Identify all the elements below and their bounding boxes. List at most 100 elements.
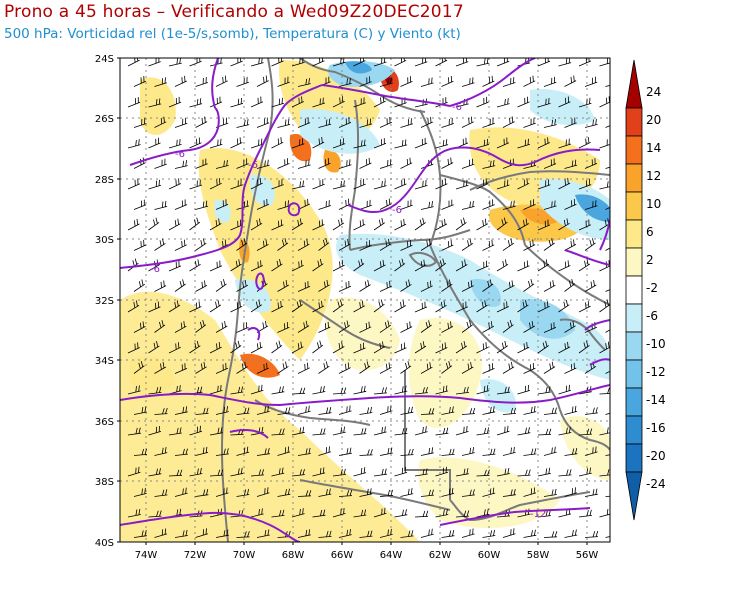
wind-barb	[215, 279, 227, 292]
wind-barb	[455, 217, 467, 231]
wind-barb	[558, 299, 570, 313]
wind-barb	[558, 96, 571, 108]
wind-barb	[441, 239, 454, 251]
wind-barb	[461, 116, 474, 128]
wind-barb	[133, 199, 147, 210]
wind-barb	[318, 446, 332, 456]
wind-barb	[353, 219, 366, 231]
wind-barb	[517, 384, 531, 395]
wind-barb	[441, 75, 454, 87]
wind-barb	[230, 386, 244, 395]
wind-barb	[250, 508, 264, 518]
wind-barb	[332, 218, 345, 231]
wind-barb	[578, 428, 593, 436]
lon-axis	[145, 542, 588, 545]
colorbar-label: 12	[646, 169, 661, 183]
wind-barb	[578, 179, 592, 190]
wind-barb	[394, 139, 408, 149]
wind-barb	[236, 488, 250, 497]
wind-barb	[379, 447, 393, 456]
wind-barb	[318, 157, 331, 169]
wind-barb	[271, 137, 284, 149]
wind-barb	[195, 528, 209, 538]
wind-barb	[277, 488, 291, 497]
wind-barb	[312, 340, 324, 354]
colorbar-segment	[625, 59, 643, 109]
wind-barb	[277, 321, 290, 333]
wind-barb	[482, 239, 495, 251]
wind-barb	[338, 405, 352, 415]
wind-barb	[394, 466, 408, 477]
wind-barb	[461, 77, 475, 87]
wind-barb	[359, 321, 372, 333]
lon-tick-label: 70W	[233, 550, 256, 561]
wind-barb	[523, 529, 537, 538]
wind-barb	[400, 279, 412, 292]
wind-barb	[476, 260, 489, 272]
wind-barb	[271, 467, 285, 477]
wind-barb	[461, 320, 473, 333]
wind-barb	[373, 468, 387, 477]
wind-barb	[195, 238, 207, 251]
wind-barb	[359, 118, 373, 128]
wind-barb	[359, 157, 372, 169]
wind-barb	[291, 468, 305, 477]
wind-barb	[537, 428, 552, 436]
wind-barb	[332, 259, 345, 272]
wind-barb	[599, 299, 610, 313]
wind-barb	[318, 200, 332, 210]
wind-barb	[195, 489, 209, 497]
wind-barb	[502, 361, 515, 374]
wind-barb	[332, 426, 346, 436]
wind-barb	[168, 218, 181, 231]
wind-barb	[353, 427, 367, 436]
wind-barb	[578, 509, 592, 518]
wind-barb	[605, 536, 610, 538]
wind-barb	[564, 448, 578, 456]
wind-barb	[482, 363, 495, 374]
wind-barb	[148, 137, 161, 149]
wind-barb	[517, 96, 530, 108]
wind-barb	[291, 426, 305, 436]
wind-barb	[189, 467, 203, 477]
wind-barb	[543, 407, 557, 415]
wind-barb	[353, 178, 366, 190]
wind-barb	[291, 299, 303, 313]
wind-barb	[558, 341, 571, 354]
wind-barb	[605, 166, 610, 169]
wind-barb	[455, 468, 469, 477]
wind-barb	[517, 341, 530, 354]
wind-barb	[394, 218, 407, 231]
wind-barb	[476, 58, 490, 67]
wind-barb	[359, 199, 372, 210]
colorbar-label: 24	[646, 85, 661, 99]
lon-tick-label: 58W	[527, 550, 550, 561]
wind-barb	[523, 239, 536, 251]
wind-barb	[148, 98, 162, 108]
wind-barb	[312, 258, 324, 272]
wind-barb	[359, 406, 373, 415]
wind-barb	[297, 362, 310, 374]
wind-barb	[174, 279, 186, 292]
colorbar: 24 20 14 12 10 6 2 -2 -6 -10 -12 -14 -16 -20 -24	[625, 59, 666, 521]
lon-tick-label: 66W	[331, 550, 354, 561]
wind-barb	[543, 76, 557, 87]
wind-barb	[441, 448, 455, 456]
wind-barb	[174, 117, 188, 128]
wind-barb	[127, 97, 141, 108]
wind-barb	[189, 301, 202, 313]
wind-barb	[230, 467, 244, 477]
wind-barb	[523, 321, 535, 333]
wind-barb	[332, 387, 347, 395]
wind-barb	[359, 76, 372, 87]
contour-label: -12	[530, 509, 546, 520]
wind-barb	[537, 386, 551, 395]
lat-tick-label: 30S	[95, 235, 114, 246]
wind-barb	[373, 217, 386, 231]
wind-barb	[558, 384, 572, 395]
wind-barb	[379, 238, 392, 251]
wind-barb	[256, 239, 269, 251]
wind-barb	[605, 289, 610, 292]
wind-barb	[318, 361, 330, 374]
wind-barb	[277, 76, 290, 87]
